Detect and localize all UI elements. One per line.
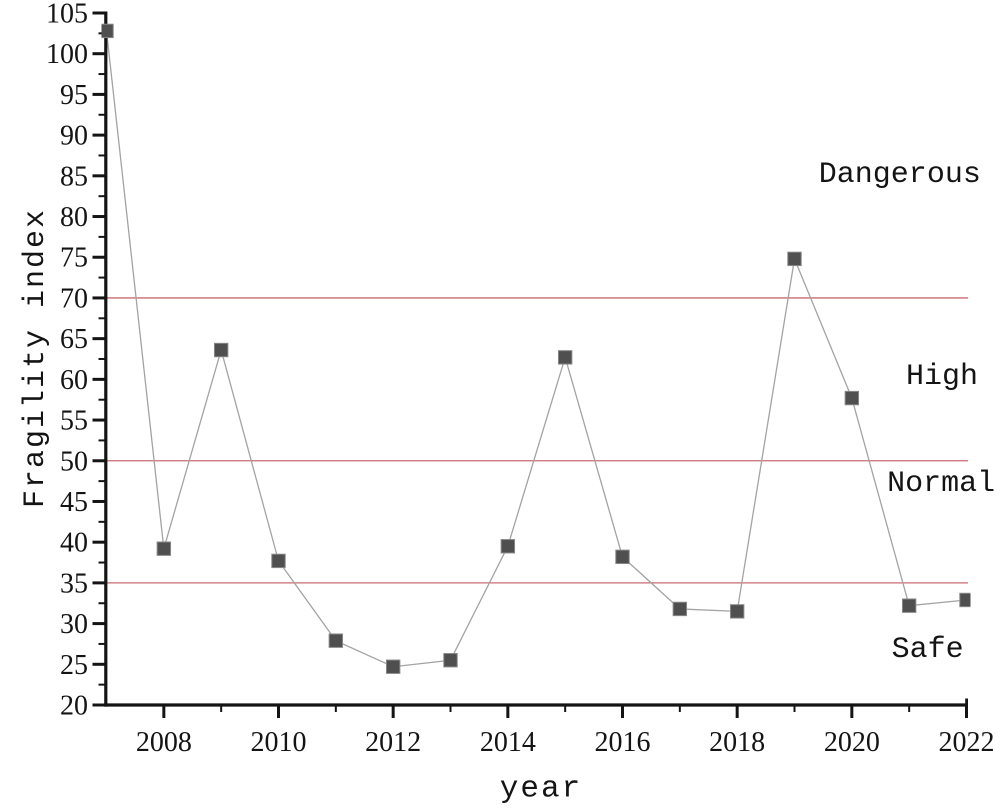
zone-label-dangerous: Dangerous: [818, 158, 981, 192]
markers-layer: [101, 23, 971, 674]
data-point-marker: [901, 598, 917, 613]
x-tick-label: 2018: [709, 727, 765, 758]
reference-lines-layer: [106, 297, 968, 584]
data-point-marker: [385, 659, 401, 674]
x-tick-label: 2016: [595, 727, 651, 758]
data-point-marker: [500, 539, 516, 554]
data-point-marker: [101, 23, 114, 39]
data-point-marker: [787, 251, 802, 267]
zone-label-safe: Safe: [891, 632, 964, 667]
data-point-marker: [959, 592, 971, 608]
y-tick-label: 105: [46, 0, 88, 30]
data-point-marker: [729, 604, 745, 619]
y-tick-label: 55: [60, 406, 88, 437]
data-point-marker: [271, 553, 286, 569]
x-tick-label: 2010: [251, 727, 307, 758]
data-point-marker: [615, 549, 630, 565]
y-tick-label: 40: [60, 528, 88, 559]
axes-layer: 20 25 30 35 40 45 50 55 60 65 70 75 80 85 90 95 100 105 20…: [46, 0, 995, 758]
x-tick-label: 2022: [939, 727, 995, 758]
data-point-marker: [672, 601, 688, 617]
y-tick-label: 50: [60, 446, 88, 477]
x-tick-label: 2012: [365, 727, 421, 758]
y-tick-label: 45: [60, 487, 88, 518]
y-tick-label: 90: [60, 121, 88, 152]
data-point-marker: [328, 633, 344, 648]
zone-label-normal: Normal: [887, 467, 996, 502]
data-point-marker: [557, 350, 573, 365]
y-tick-label: 100: [46, 39, 88, 70]
data-point-marker: [443, 653, 458, 668]
y-tick-label: 35: [60, 568, 88, 599]
series-layer: [105, 30, 967, 668]
y-tick-label: 25: [60, 650, 88, 681]
data-point-marker: [156, 541, 172, 556]
y-tick-label: 20: [60, 691, 88, 722]
series-line: [105, 30, 967, 668]
y-axis-title: Fragility index: [19, 207, 53, 509]
y-tick-label: 70: [60, 283, 88, 314]
y-tick-label: 85: [60, 161, 88, 192]
x-tick-label: 2014: [480, 727, 536, 758]
y-tick-label: 95: [60, 80, 88, 111]
y-tick-label: 75: [60, 243, 88, 274]
data-point-marker: [844, 390, 860, 406]
y-tick-label: 30: [60, 609, 88, 640]
x-axis-title: year: [499, 771, 583, 807]
data-point-marker: [213, 342, 229, 358]
x-tick-label: 2020: [824, 727, 880, 758]
y-tick-label: 65: [60, 324, 88, 355]
zone-label-high: High: [905, 359, 978, 394]
x-tick-label: 2008: [136, 727, 192, 758]
y-tick-label: 80: [60, 202, 88, 233]
y-tick-label: 60: [60, 365, 88, 396]
